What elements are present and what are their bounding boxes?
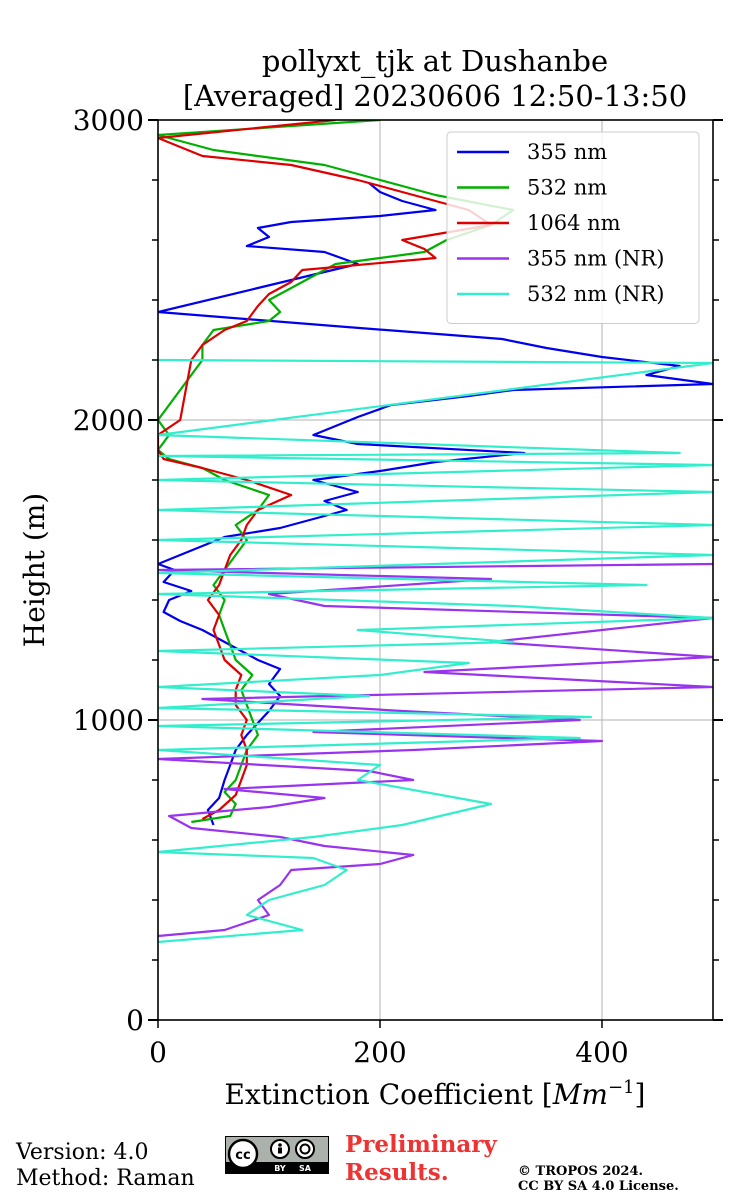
- legend-label-1: 532 nm: [527, 176, 607, 200]
- series-line-3: [158, 562, 713, 938]
- preliminary-results-label: Preliminary Results.: [345, 1131, 497, 1186]
- y-tick-label: 3000: [73, 104, 144, 137]
- chart-subtitle: [Averaged] 20230606 12:50-13:50: [183, 79, 687, 113]
- copyright-line-2: CC BY SA 4.0 License.: [518, 1179, 679, 1194]
- method-label: Method: Raman: [16, 1166, 195, 1191]
- legend-label-2: 1064 nm: [527, 211, 621, 235]
- series-line-2: [158, 120, 493, 820]
- legend: 355 nm 532 nm 1064 nm 355 nm (NR) 532 nm (NR…: [446, 131, 700, 324]
- version-label: Version: 4.0: [16, 1140, 149, 1165]
- y-axis-label: Height (m): [18, 493, 51, 647]
- legend-label-4: 532 nm (NR): [527, 282, 664, 306]
- svg-text:cc: cc: [235, 1148, 250, 1163]
- cc-by-sa-license-badge: cc BY SA: [225, 1136, 329, 1174]
- svg-text:BY: BY: [274, 1164, 286, 1173]
- series-line-4: [158, 358, 713, 944]
- copyright-line-1: © TROPOS 2024.: [518, 1164, 644, 1179]
- extinction-chart: pollyxt_tjk at Dushanbe [Averaged] 20230…: [18, 44, 723, 1111]
- x-axis-label: Extinction Coefficient [Mm−1]: [225, 1077, 646, 1111]
- chart-title: pollyxt_tjk at Dushanbe: [262, 44, 608, 79]
- cc-icon: [227, 1138, 259, 1170]
- x-tick-label: 0: [149, 1036, 167, 1069]
- x-tick-label: 200: [353, 1036, 406, 1069]
- x-tick-label: 400: [575, 1036, 628, 1069]
- sa-icon: [295, 1139, 315, 1159]
- y-tick-label: 1000: [73, 704, 144, 737]
- series-group: [158, 120, 713, 944]
- ticks: 0 200 400 0 1000 2000 3000: [73, 104, 723, 1069]
- y-tick-label: 2000: [73, 404, 144, 437]
- plot-frame: [157, 119, 714, 1021]
- legend-box: [446, 131, 700, 324]
- legend-label-0: 355 nm: [527, 140, 607, 164]
- series-line-1: [158, 120, 515, 824]
- y-tick-label: 0: [126, 1004, 144, 1037]
- legend-label-3: 355 nm (NR): [527, 247, 664, 271]
- copyright-notice: © TROPOS 2024. CC BY SA 4.0 License.: [518, 1164, 738, 1194]
- svg-text:SA: SA: [299, 1164, 312, 1173]
